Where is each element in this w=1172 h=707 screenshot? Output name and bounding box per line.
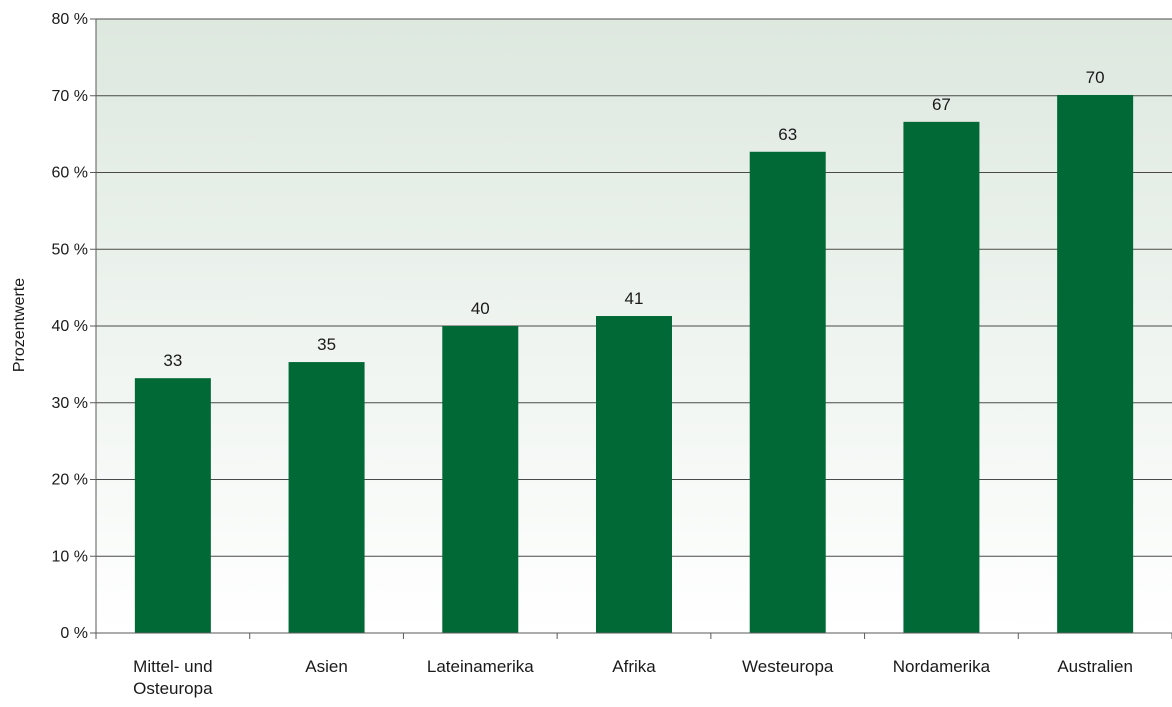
bar <box>903 121 980 633</box>
labels: 0 % 10 % 20 % 30 % 40 % 50 % 60 % 70 % 80 % 33 Mit… <box>52 11 1133 698</box>
category-label: Nordamerika <box>893 657 991 676</box>
category-label: Australien <box>1057 657 1133 676</box>
y-tick-label: 40 % <box>52 318 88 335</box>
category-label: Westeuropa <box>742 657 834 676</box>
category-label: Mittel- und Osteuropa <box>133 657 213 698</box>
bar <box>134 378 211 633</box>
category-label: Lateinamerika <box>427 657 534 676</box>
axes <box>90 18 1172 639</box>
y-tick-label: 20 % <box>52 472 88 489</box>
data-label: 67 <box>932 95 951 114</box>
data-label: 63 <box>778 125 797 144</box>
data-label: 70 <box>1086 68 1105 87</box>
y-axis-title: Prozentwerte <box>11 278 28 372</box>
data-label: 33 <box>163 351 182 370</box>
bar <box>1057 94 1134 634</box>
y-tick-label: 30 % <box>52 395 88 412</box>
data-label: 41 <box>625 289 644 308</box>
data-label: 40 <box>471 299 490 318</box>
bar <box>442 326 519 633</box>
category-label: Asien <box>305 657 348 676</box>
bar <box>749 151 826 633</box>
y-tick-label: 0 % <box>60 625 88 642</box>
bar <box>288 362 365 633</box>
y-tick-label: 10 % <box>52 548 88 565</box>
y-tick-label: 50 % <box>52 241 88 258</box>
y-tick-label: 70 % <box>52 88 88 105</box>
data-label: 35 <box>317 335 336 354</box>
category-label: Afrika <box>612 657 656 676</box>
y-tick-label: 60 % <box>52 165 88 182</box>
bar <box>596 316 672 633</box>
bars <box>134 94 1134 634</box>
y-tick-label: 80 % <box>52 11 88 28</box>
